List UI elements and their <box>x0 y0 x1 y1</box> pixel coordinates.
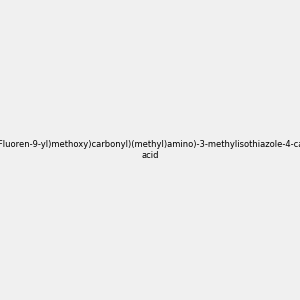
Text: 5-((((9H-Fluoren-9-yl)methoxy)carbonyl)(methyl)amino)-3-methylisothiazole-4-carb: 5-((((9H-Fluoren-9-yl)methoxy)carbonyl)(… <box>0 140 300 160</box>
